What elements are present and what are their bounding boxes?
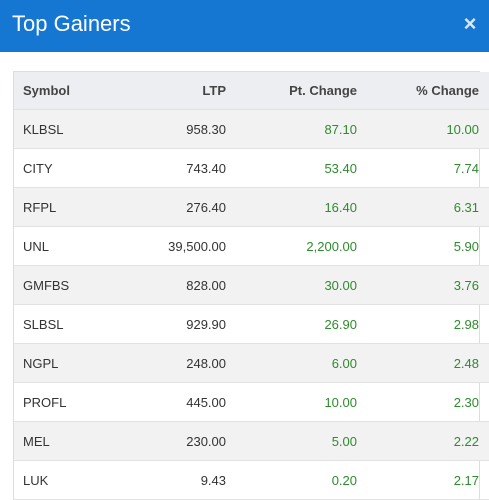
table-row[interactable]: MEL 230.00 5.00 2.22 (14, 421, 489, 461)
ltp-cell: 276.40 (123, 187, 226, 227)
symbol-cell: SLBSL (14, 304, 123, 344)
column-header-pct-change[interactable]: % Change (357, 72, 489, 110)
column-header-symbol[interactable]: Symbol (14, 72, 123, 110)
symbol-cell: RFPL (14, 187, 123, 227)
symbol-cell: PROFL (14, 382, 123, 422)
ltp-cell: 248.00 (123, 343, 226, 383)
pct-change-cell: 2.22 (357, 421, 489, 461)
ltp-cell: 743.40 (123, 148, 226, 188)
pct-change-cell: 10.00 (357, 109, 489, 149)
ltp-cell: 828.00 (123, 265, 226, 305)
symbol-cell: GMFBS (14, 265, 123, 305)
ltp-cell: 39,500.00 (123, 226, 226, 266)
table-row[interactable]: NGPL 248.00 6.00 2.48 (14, 343, 489, 383)
pct-change-cell: 7.74 (357, 148, 489, 188)
table-row[interactable]: RFPL 276.40 16.40 6.31 (14, 187, 489, 227)
table-row[interactable]: CITY 743.40 53.40 7.74 (14, 148, 489, 188)
ltp-cell: 230.00 (123, 421, 226, 461)
pct-change-cell: 2.98 (357, 304, 489, 344)
pt-change-cell: 0.20 (226, 460, 357, 500)
symbol-cell: LUK (14, 460, 123, 500)
pt-change-cell: 53.40 (226, 148, 357, 188)
pt-change-cell: 6.00 (226, 343, 357, 383)
table-row[interactable]: PROFL 445.00 10.00 2.30 (14, 382, 489, 422)
table-row[interactable]: UNL 39,500.00 2,200.00 5.90 (14, 226, 489, 266)
modal-header: Top Gainers × (0, 0, 489, 52)
symbol-cell: CITY (14, 148, 123, 188)
column-header-pt-change[interactable]: Pt. Change (226, 72, 357, 110)
top-gainers-table: Symbol LTP Pt. Change % Change KLBSL 958… (13, 71, 489, 500)
ltp-cell: 929.90 (123, 304, 226, 344)
pt-change-cell: 30.00 (226, 265, 357, 305)
pct-change-cell: 5.90 (357, 226, 489, 266)
close-icon[interactable]: × (463, 11, 477, 36)
pt-change-cell: 2,200.00 (226, 226, 357, 266)
table-row[interactable]: LUK 9.43 0.20 2.17 (14, 460, 489, 500)
symbol-cell: NGPL (14, 343, 123, 383)
ltp-cell: 9.43 (123, 460, 226, 500)
pct-change-cell: 2.30 (357, 382, 489, 422)
table-row[interactable]: SLBSL 929.90 26.90 2.98 (14, 304, 489, 344)
pct-change-cell: 2.17 (357, 460, 489, 500)
pt-change-cell: 26.90 (226, 304, 357, 344)
pt-change-cell: 5.00 (226, 421, 357, 461)
pct-change-cell: 2.48 (357, 343, 489, 383)
pt-change-cell: 16.40 (226, 187, 357, 227)
symbol-cell: KLBSL (14, 109, 123, 149)
column-header-ltp[interactable]: LTP (123, 72, 226, 110)
symbol-cell: UNL (14, 226, 123, 266)
table-row[interactable]: GMFBS 828.00 30.00 3.76 (14, 265, 489, 305)
pt-change-cell: 10.00 (226, 382, 357, 422)
ltp-cell: 958.30 (123, 109, 226, 149)
pct-change-cell: 3.76 (357, 265, 489, 305)
modal-title: Top Gainers (12, 11, 131, 36)
table-row[interactable]: KLBSL 958.30 87.10 10.00 (14, 109, 489, 149)
pct-change-cell: 6.31 (357, 187, 489, 227)
pt-change-cell: 87.10 (226, 109, 357, 149)
ltp-cell: 445.00 (123, 382, 226, 422)
symbol-cell: MEL (14, 421, 123, 461)
table-header-row: Symbol LTP Pt. Change % Change (14, 72, 489, 110)
